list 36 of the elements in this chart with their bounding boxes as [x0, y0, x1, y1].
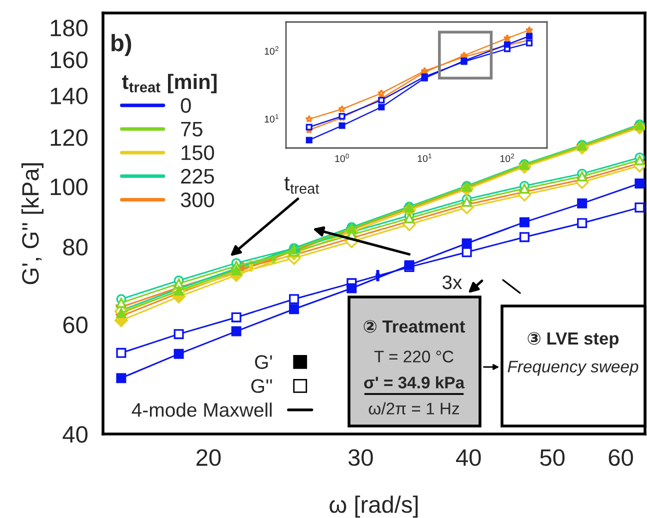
- x-tick-label: 60: [608, 449, 633, 466]
- y-tick-label: 80: [63, 238, 88, 256]
- annotation: t$_{treat}$: [284, 176, 320, 194]
- y-tick-label: 160: [50, 52, 88, 68]
- x-tick-label: 10$^{0}$: [335, 154, 349, 162]
- annotation: 3x: [442, 275, 462, 290]
- legend-label: 150: [182, 145, 214, 160]
- legend-title: t$_{treat}$ [min]: [122, 74, 217, 94]
- annotation: G': [255, 355, 272, 369]
- annotation: σ' = 34.9 kPa: [364, 376, 465, 388]
- annotation: b): [112, 34, 132, 56]
- x-axis-title: ω [rad/s]: [330, 496, 418, 518]
- x-tick-label: 10$^{1}$: [418, 154, 432, 162]
- annotation: Frequency sweep: [508, 360, 638, 376]
- annotation: ② Treatment: [364, 320, 466, 333]
- y-tick-label: 100: [50, 178, 88, 196]
- y-tick-label: 120: [50, 129, 88, 146]
- y-tick-label: 60: [63, 316, 88, 334]
- x-tick-label: 20: [196, 449, 221, 466]
- annotation: G'': [251, 379, 272, 393]
- y-tick-label: 180: [50, 20, 88, 36]
- legend-label: 225: [181, 168, 214, 184]
- legend-label: 0: [180, 98, 191, 113]
- x-tick-label: 40: [456, 449, 481, 466]
- legend-label: 300: [180, 192, 214, 208]
- x-tick-label: 30: [348, 449, 373, 466]
- y-tick-label: 140: [50, 88, 88, 104]
- annotation: T = 220 °C: [374, 350, 454, 362]
- x-tick-label: 10$^{2}$: [500, 154, 514, 162]
- annotation: ω/2π = 1 Hz: [368, 402, 460, 414]
- y-axis-title: G', G'' [kPa]: [21, 163, 44, 284]
- x-tick-label: 50: [540, 449, 565, 466]
- annotation: ③ LVE step: [528, 332, 619, 348]
- y-tick-label: 40: [62, 426, 88, 443]
- legend-label: 75: [181, 122, 202, 136]
- annotation: 4-mode Maxwell: [132, 402, 272, 417]
